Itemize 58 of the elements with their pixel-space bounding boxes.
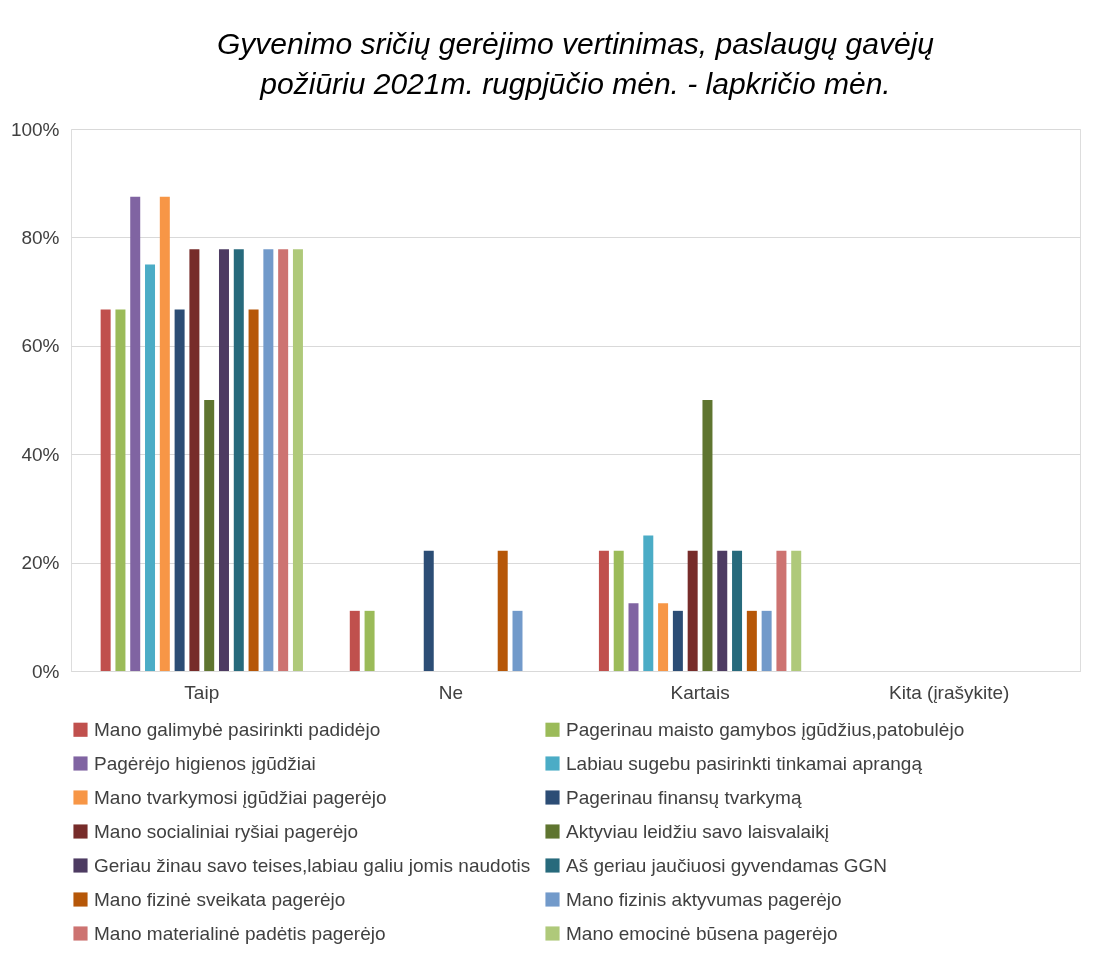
bar [717,550,728,671]
legend-label: Mano galimybė pasirinkti padidėjo [94,718,381,740]
legend-label: Labiau sugebu pasirinkti tinkamai aprangą [566,752,923,774]
y-tick-label: 80% [21,226,60,248]
bar [598,550,609,671]
bar [174,309,185,671]
legend-label: Mano tvarkymosi įgūdžiai pagerėjo [94,786,387,808]
legend-label: Mano materialinė padėtis pagerėjo [94,922,386,944]
chart-title: Gyvenimo sričių gerėjimo vertinimas, paslaugų gavėjų požiūriu 2021m. rugpjūčio mėn. - lapkričio mėn. [217,27,935,100]
bar [159,196,170,671]
y-tick-label: 0% [32,660,60,682]
legend-label: Aš geriau jaučiuosi gyvendamas GGN [566,854,888,876]
y-tick-label: 40% [21,443,60,465]
bar [746,610,757,671]
bar [687,550,698,671]
legend-label: Mano fizinė sveikata pagerėjo [94,888,346,910]
legend-label: Mano fizinis aktyvumas pagerėjo [566,888,842,910]
x-tick-label: Kartais [670,681,730,703]
bar [732,550,743,671]
bar [115,309,126,671]
x-tick-label: Taip [184,681,220,703]
bar [497,550,508,671]
bar [263,249,274,671]
legend-label: Mano emocinė būsena pagerėjo [566,922,838,944]
bar [791,550,802,671]
bar [233,249,244,671]
bar [189,249,200,671]
legend-label: Mano socialiniai ryšiai pagerėjo [94,820,359,842]
bar [248,309,259,671]
bar [349,610,360,671]
bar [364,610,375,671]
bar [702,400,713,671]
bar [776,550,787,671]
bar [643,535,654,671]
y-tick-label: 20% [21,552,60,574]
bar [130,196,141,671]
bar [292,249,303,671]
bar [658,603,669,671]
x-tick-label: Kita (įrašykite) [889,681,1010,703]
bar [145,264,156,671]
bar [613,550,624,671]
bar [512,610,523,671]
legend-label: Pagerinau maisto gamybos įgūdžius,patobulėjo [566,718,965,740]
y-tick-label: 100% [10,118,60,140]
bar [423,550,434,671]
legend-label: Geriau žinau savo teises,labiau galiu jomis naudotis [94,854,531,876]
legend-label: Pagerinau finansų tvarkymą [566,786,802,808]
bar [218,249,229,671]
legend-label: Aktyviau leidžiu savo laisvalaikį [566,820,829,842]
bar [761,610,772,671]
legend-label: Pagėrėjo higienos įgūdžiai [94,752,316,774]
bar [672,610,683,671]
bar [204,400,215,671]
bar [278,249,289,671]
y-tick-label: 60% [21,335,60,357]
bar [100,309,111,671]
bar [628,603,639,671]
x-tick-label: Ne [438,681,464,703]
